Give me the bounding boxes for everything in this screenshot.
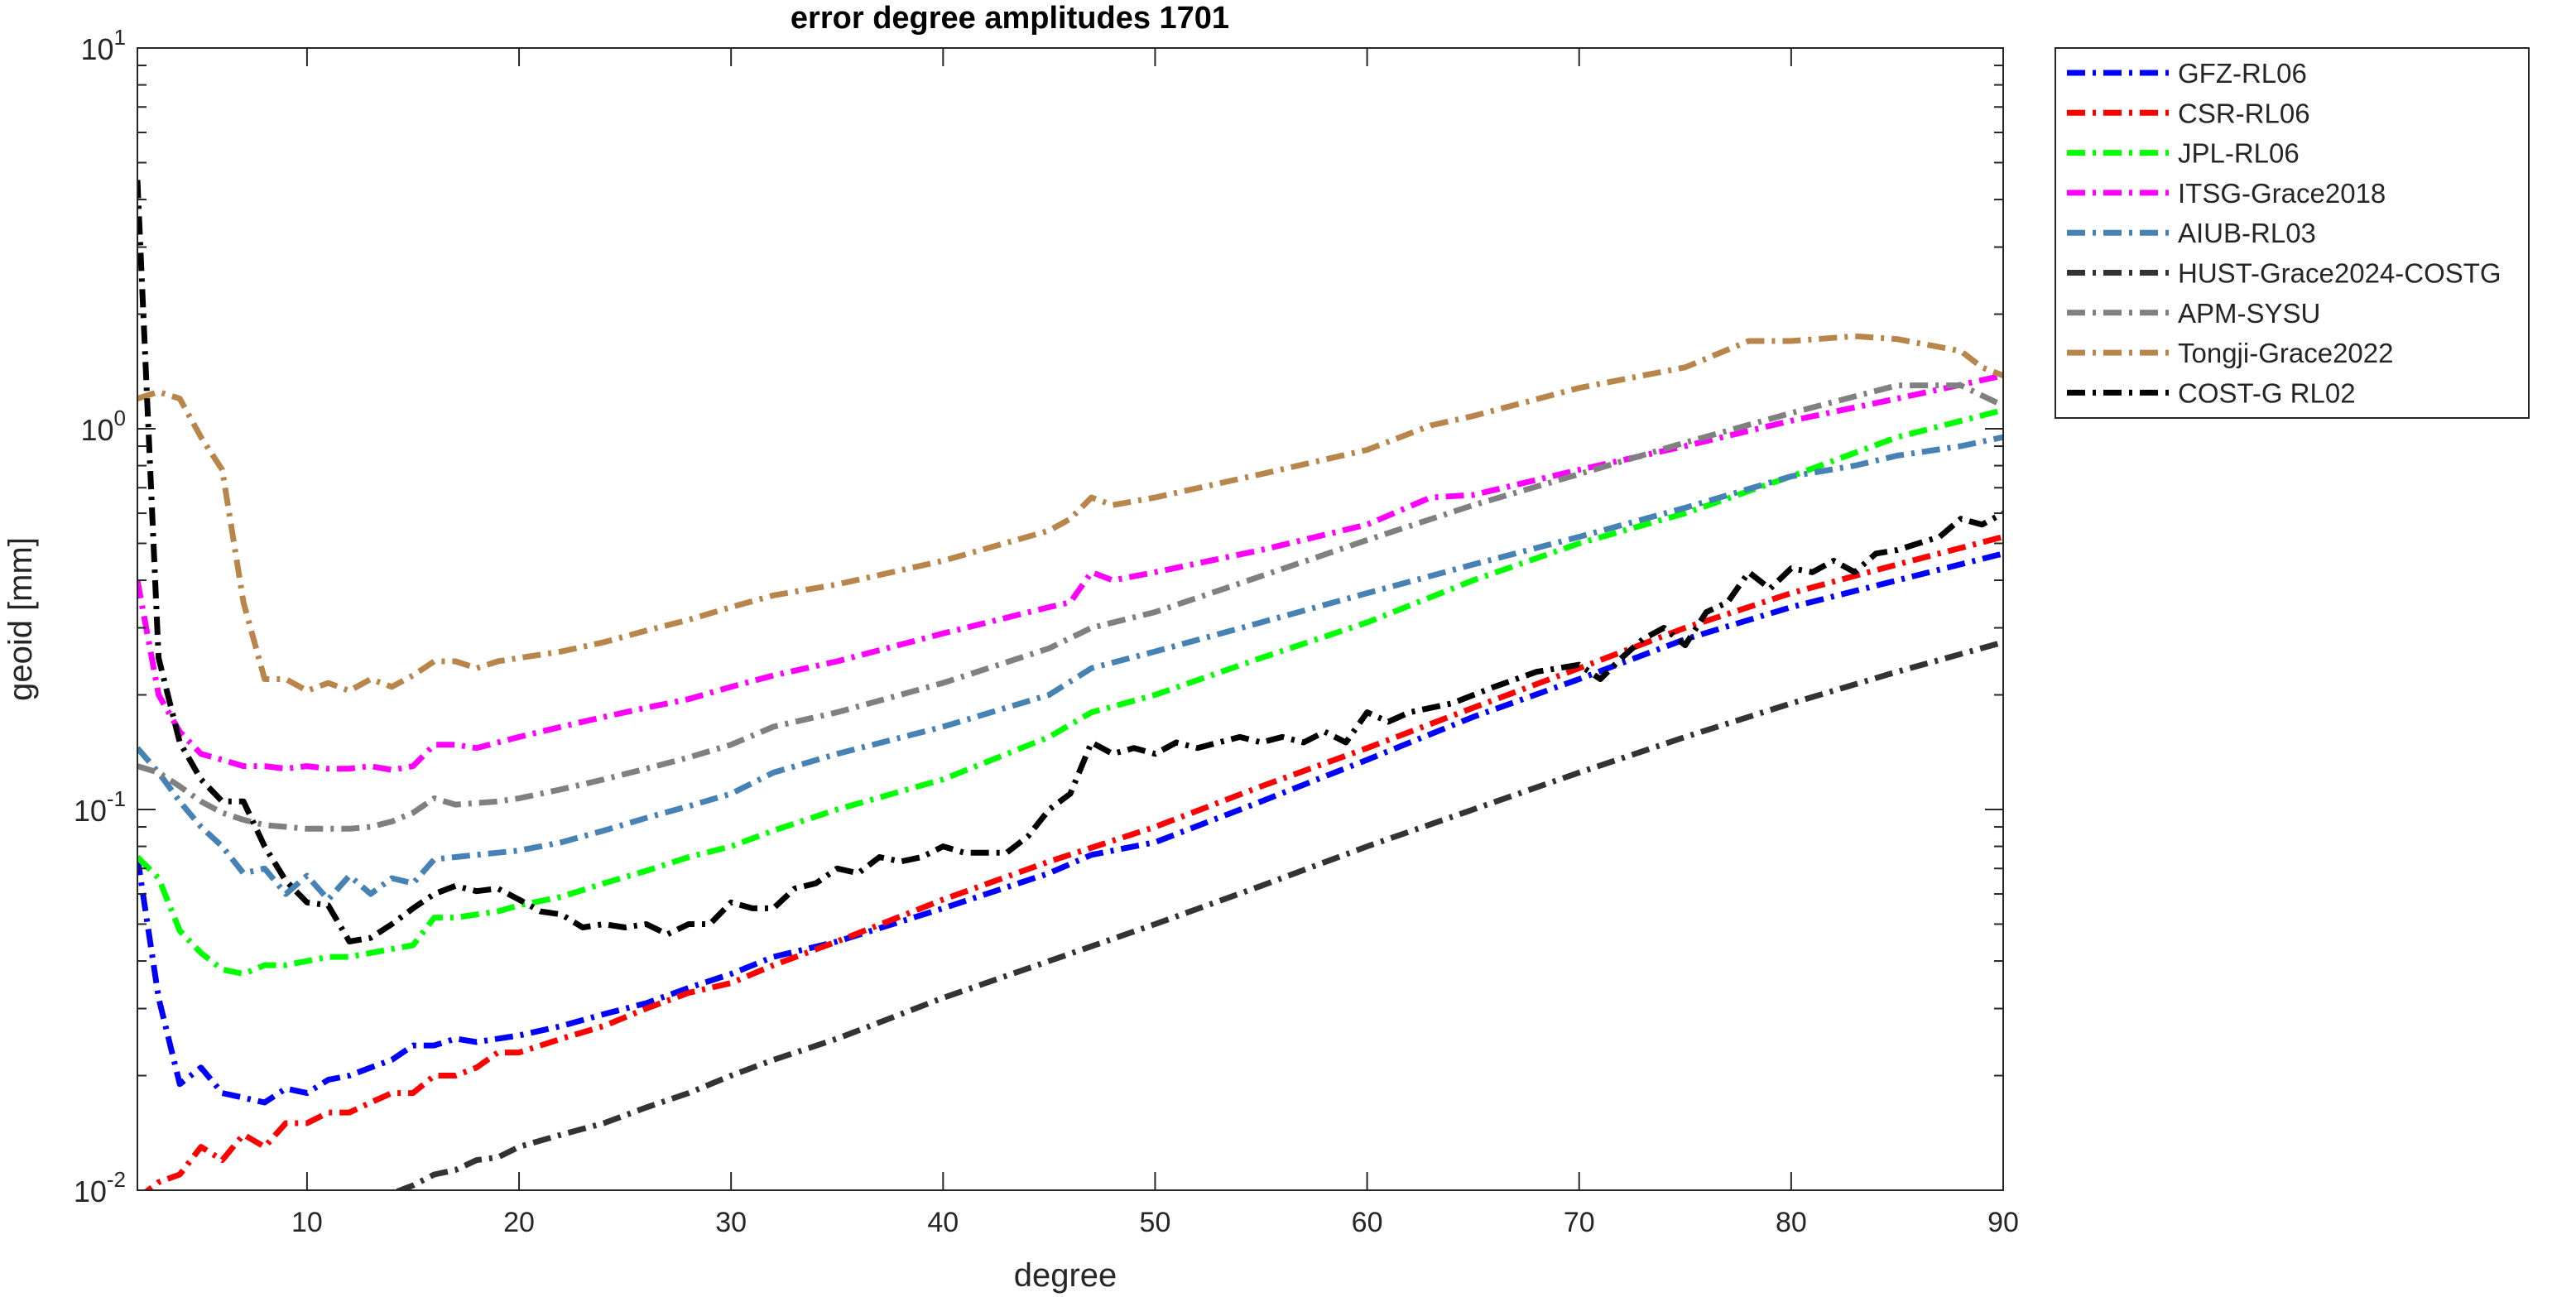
plot-area: [137, 48, 2003, 1190]
x-tick-label: 50: [1140, 1207, 1171, 1238]
x-tick-label: 40: [927, 1207, 959, 1238]
axes-box: [137, 47, 2004, 1191]
x-tick-label: 60: [1352, 1207, 1383, 1238]
series-line-0: [137, 550, 2003, 1106]
legend-label: GFZ-RL06: [2178, 58, 2307, 89]
legend: GFZ-RL06 CSR-RL06 JPL-RL06 ITSG-Grace2018 AI…: [2055, 47, 2530, 419]
axes-layer: 10 20 30 40 50 60 70 80 90 10-2 10-1 100 101: [74, 25, 2019, 1238]
y-tick-label: 10-1: [74, 786, 126, 828]
legend-label: HUST-Grace2024-COSTG: [2178, 258, 2502, 289]
series-line-5: [392, 639, 2003, 1190]
x-tick-label: 10: [291, 1207, 323, 1238]
legend-label: JPL-RL06: [2178, 138, 2300, 169]
series-line-4: [137, 434, 2003, 903]
y-tick-label: 101: [80, 25, 126, 66]
x-tick-label: 70: [1564, 1207, 1595, 1238]
y-tick-label: 100: [80, 406, 126, 447]
legend-items: GFZ-RL06 CSR-RL06 JPL-RL06 ITSG-Grace2018 AI…: [2067, 58, 2502, 408]
series-line-1: [143, 534, 2003, 1190]
x-tick-label: 90: [1987, 1207, 2019, 1238]
y-tick-label: 10-2: [74, 1167, 126, 1208]
legend-label: COST-G RL02: [2178, 377, 2356, 408]
x-tick-label: 20: [503, 1207, 535, 1238]
x-tick-label: 30: [715, 1207, 747, 1238]
legend-label: CSR-RL06: [2178, 98, 2310, 128]
legend-label: AIUB-RL03: [2178, 218, 2316, 248]
legend-box: [2055, 47, 2530, 419]
series-line-7: [137, 333, 2003, 694]
series-line-3: [137, 372, 2003, 773]
series-layer: [137, 180, 2003, 1190]
legend-label: APM-SYSU: [2178, 298, 2320, 329]
x-tick-label: 80: [1776, 1207, 1807, 1238]
series-line-8: [137, 180, 2003, 944]
legend-label: Tongji-Grace2022: [2178, 338, 2394, 368]
legend-label: ITSG-Grace2018: [2178, 178, 2386, 209]
chart-title: error degree amplitudes 1701: [791, 1, 1229, 36]
series-line-2: [137, 407, 2003, 978]
y-axis-label: geoid [mm]: [2, 537, 39, 701]
x-axis-label: degree: [1014, 1257, 1117, 1294]
series-line-6: [137, 382, 2003, 832]
